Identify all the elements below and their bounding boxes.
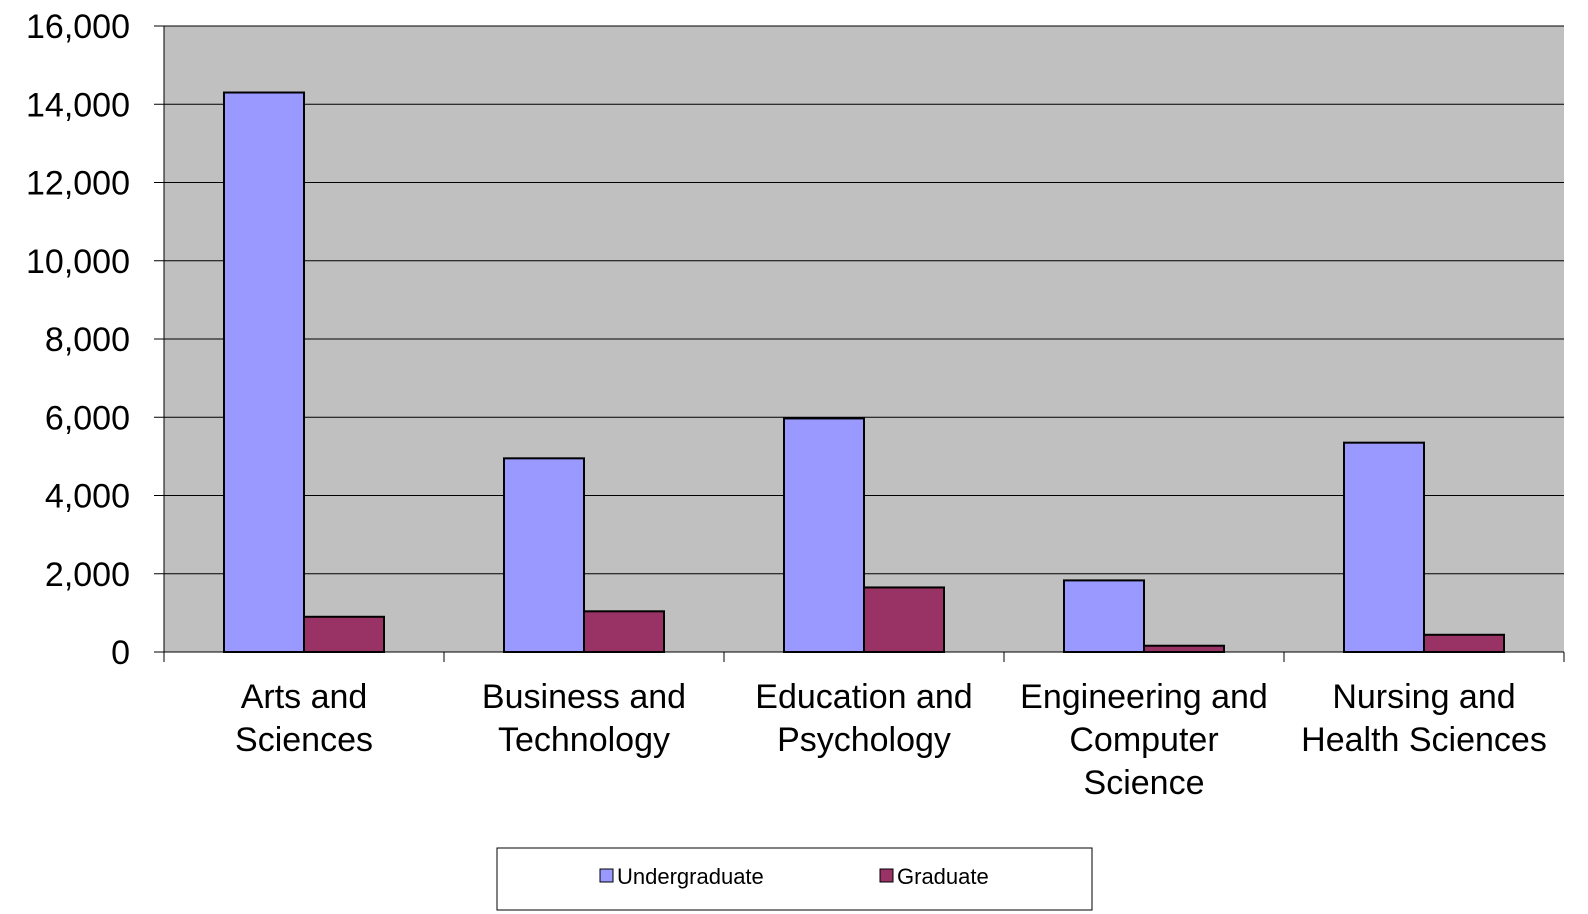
legend-label-undergraduate: Undergraduate xyxy=(617,864,764,889)
y-tick-label: 6,000 xyxy=(45,399,130,437)
bar-graduate-2 xyxy=(863,586,945,653)
bar-undergraduate-0 xyxy=(223,91,305,653)
y-tick-label: 4,000 xyxy=(45,478,130,516)
bar-graduate-3 xyxy=(1143,644,1225,653)
y-tick-label: 12,000 xyxy=(26,165,130,203)
category-label: Education and Psychology xyxy=(755,678,972,759)
category-label: Engineering and Computer Science xyxy=(1020,678,1268,802)
legend: Undergraduate Graduate xyxy=(496,847,1093,911)
bar-undergraduate-3 xyxy=(1063,579,1145,653)
bars xyxy=(223,91,1505,653)
category-label: Business and Technology xyxy=(482,678,686,759)
bar-graduate-4 xyxy=(1423,633,1505,653)
legend-label-graduate: Graduate xyxy=(897,864,989,889)
y-tick-label: 16,000 xyxy=(26,8,130,46)
y-tick-label: 10,000 xyxy=(26,243,130,281)
category-label: Nursing and Health Sciences xyxy=(1301,678,1547,759)
category-label: Arts and Sciences xyxy=(235,678,373,759)
legend-swatch-graduate xyxy=(879,868,894,883)
bar-undergraduate-1 xyxy=(503,457,585,653)
axes xyxy=(154,25,1565,662)
y-tick-label: 2,000 xyxy=(45,556,130,594)
bar-undergraduate-2 xyxy=(783,417,865,653)
bar-graduate-0 xyxy=(303,615,385,653)
y-tick-labels: 0 2,000 4,000 6,000 8,000 10,000 12,000 14,000 1… xyxy=(26,8,130,672)
bar-undergraduate-4 xyxy=(1343,441,1425,653)
legend-swatch-undergraduate xyxy=(599,868,614,883)
y-tick-label: 14,000 xyxy=(26,86,130,124)
bar-graduate-1 xyxy=(583,610,665,653)
y-tick-label: 8,000 xyxy=(45,321,130,359)
y-tick-label: 0 xyxy=(111,634,130,672)
category-labels: Arts and Sciences Business and Technology Ed… xyxy=(235,678,1547,802)
legend-box xyxy=(496,847,1093,911)
